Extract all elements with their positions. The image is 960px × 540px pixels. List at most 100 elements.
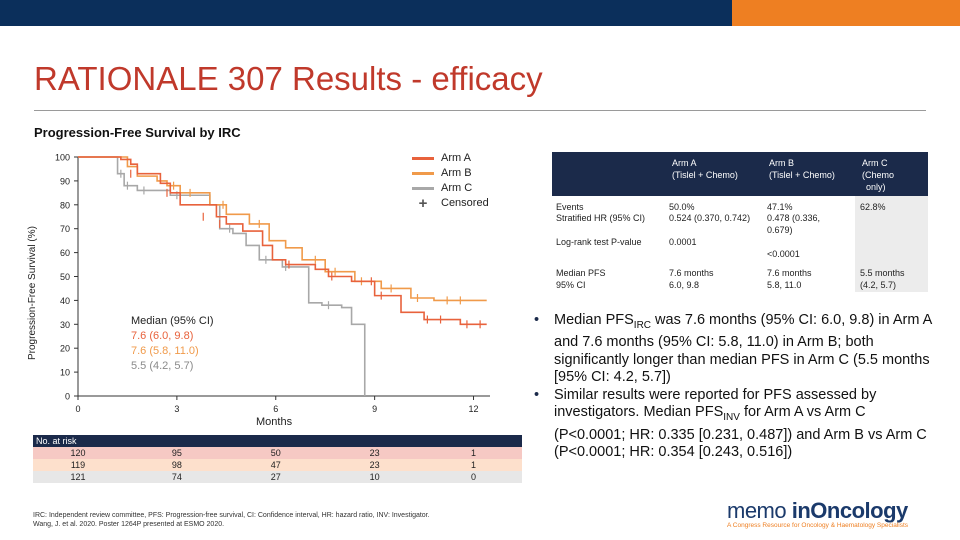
stats-b-mpfs: 7.6 months [767, 268, 812, 278]
bullet-2-text: Similar results were reported for PFS as… [554, 386, 877, 421]
at-risk-cell: 95 [171, 448, 182, 458]
y-tick-label: 90 [60, 176, 70, 186]
stats-header-arm-a-sub: (Tislel + Chemo) [672, 170, 738, 180]
stats-b-hr-cont: 0.679) [767, 225, 793, 235]
bullet-2-text-cont: for Arm A vs Arm C (P<0.0001; HR: 0.335 … [554, 404, 927, 461]
x-tick-label: 3 [174, 404, 179, 414]
footnote: IRC: Independent review committee, PFS: … [33, 511, 430, 529]
bullet-1-text-cont: was 7.6 months (95% CI: 6.0, 9.8) in Arm… [554, 312, 932, 386]
y-tick-label: 40 [60, 296, 70, 306]
x-tick-label: 6 [273, 404, 278, 414]
bullet-dot-icon: • [534, 386, 540, 403]
stats-a-events: 50.0% [669, 202, 695, 212]
at-risk-cell: 121 [70, 472, 86, 482]
stats-header-arm-c-sub2: only) [866, 182, 886, 192]
footnote-reference: Wang, J. et al. 2020. Poster 1264P prese… [33, 521, 225, 528]
header-bar [0, 0, 732, 26]
stats-row-hr: Stratified HR (95% CI) [556, 213, 646, 223]
legend-swatch-arm-b [412, 172, 434, 175]
footnote-abbreviations: IRC: Independent review committee, PFS: … [33, 512, 430, 519]
summary-bullets: • Median PFSIRC was 7.6 months (95% CI: … [534, 312, 934, 462]
at-risk-cell: 120 [70, 448, 86, 458]
bullet-dot-icon: • [534, 312, 540, 328]
at-risk-cell: 10 [369, 472, 380, 482]
y-tick-label: 20 [60, 344, 70, 354]
y-tick-label: 0 [65, 392, 70, 402]
chart-legend: Arm A Arm B Arm C + Censored [412, 151, 489, 211]
stats-row-logrank: Log-rank test P-value [556, 237, 642, 247]
at-risk-row: 119 98 47 23 1 [33, 459, 522, 471]
median-arm-b: 7.6 (5.8, 11.0) [131, 345, 199, 357]
header-accent-bar [732, 0, 960, 26]
legend-label-arm-a: Arm A [441, 152, 471, 164]
km-curve-arm-c [78, 156, 366, 396]
stats-header-arm-a: Arm A [672, 158, 697, 168]
chart-ticks: 0 10 20 30 40 50 60 70 80 90 100 0 3 6 9 12 [55, 153, 479, 415]
stats-header-arm-c-sub: (Chemo [862, 170, 895, 180]
y-axis-label: Progression-Free Survival (%) [27, 226, 38, 360]
stats-a-hr: 0.524 (0.370, 0.742) [669, 213, 751, 223]
x-axis-label: Months [256, 416, 293, 428]
y-tick-label: 30 [60, 320, 70, 330]
stats-b-p: <0.0001 [767, 249, 800, 259]
stats-c-events: 62.8% [860, 202, 886, 212]
legend-label-arm-c: Arm C [441, 182, 473, 194]
logo-brand: inOncology [791, 498, 909, 523]
legend-label-arm-b: Arm B [441, 167, 472, 179]
x-tick-label: 12 [469, 404, 479, 414]
median-arm-a: 7.6 (6.0, 9.8) [131, 330, 194, 342]
stats-row-events: Events [556, 202, 584, 212]
at-risk-row: 121 74 27 10 0 [33, 471, 522, 483]
stats-header-arm-b: Arm B [769, 158, 795, 168]
at-risk-cell: 98 [171, 460, 182, 470]
stats-c-mpfs-ci: (4.2, 5.7) [860, 280, 897, 290]
legend-item-arm-c: Arm C [412, 181, 489, 196]
stats-a-mpfs-ci: 6.0, 9.8 [669, 280, 700, 290]
bullet-1-subscript: IRC [633, 319, 652, 331]
bullet-2-subscript: INV [723, 412, 740, 424]
stats-b-events: 47.1% [767, 202, 793, 212]
stats-row-median-pfs: Median PFS [556, 268, 606, 278]
bullet-1-text: Median PFS [554, 312, 634, 328]
legend-item-arm-a: Arm A [412, 151, 489, 166]
y-tick-label: 60 [60, 248, 70, 258]
y-tick-label: 50 [60, 272, 70, 282]
at-risk-cell: 50 [270, 448, 281, 458]
median-title: Median (95% CI) [131, 315, 214, 327]
stats-a-mpfs: 7.6 months [669, 268, 714, 278]
km-curve-arm-a [78, 156, 487, 326]
at-risk-cell: 27 [270, 472, 281, 482]
bullet-item: • Similar results were reported for PFS … [534, 387, 934, 462]
stats-b-hr: 0.478 (0.336, [767, 213, 821, 223]
at-risk-header: No. at risk [33, 435, 522, 447]
at-risk-cell: 47 [270, 460, 281, 470]
stats-arm-c-column [855, 196, 928, 292]
at-risk-cell: 1 [471, 448, 477, 458]
logo-tagline: A Congress Resource for Oncology & Haema… [727, 522, 909, 529]
logo-memo: memo [727, 498, 792, 523]
slide-title: RATIONALE 307 Results - efficacy [34, 60, 543, 97]
at-risk-cell: 74 [171, 472, 182, 482]
x-tick-label: 9 [372, 404, 377, 414]
legend-item-arm-b: Arm B [412, 166, 489, 181]
stats-a-p: 0.0001 [669, 237, 697, 247]
y-tick-label: 80 [60, 200, 70, 210]
stats-c-mpfs: 5.5 months [860, 268, 905, 278]
median-summary: Median (95% CI) 7.6 (6.0, 9.8) 7.6 (5.8,… [131, 314, 214, 374]
legend-label-censored: Censored [441, 197, 489, 209]
x-tick-label: 0 [75, 404, 80, 414]
median-arm-c: 5.5 (4.2, 5.7) [131, 360, 194, 372]
at-risk-cell: 23 [369, 460, 380, 470]
bullet-item: • Median PFSIRC was 7.6 months (95% CI: … [534, 312, 934, 387]
y-tick-label: 100 [55, 153, 70, 163]
title-divider [34, 110, 926, 111]
y-tick-label: 10 [60, 368, 70, 378]
chart-curves [78, 156, 487, 396]
stats-row-median-ci: 95% CI [556, 280, 586, 290]
at-risk-cell: 0 [471, 472, 477, 482]
at-risk-cell: 23 [369, 448, 380, 458]
at-risk-cell: 119 [70, 460, 86, 470]
stats-b-mpfs-ci: 5.8, 11.0 [767, 280, 802, 290]
censored-marker-icon: + [418, 195, 428, 212]
